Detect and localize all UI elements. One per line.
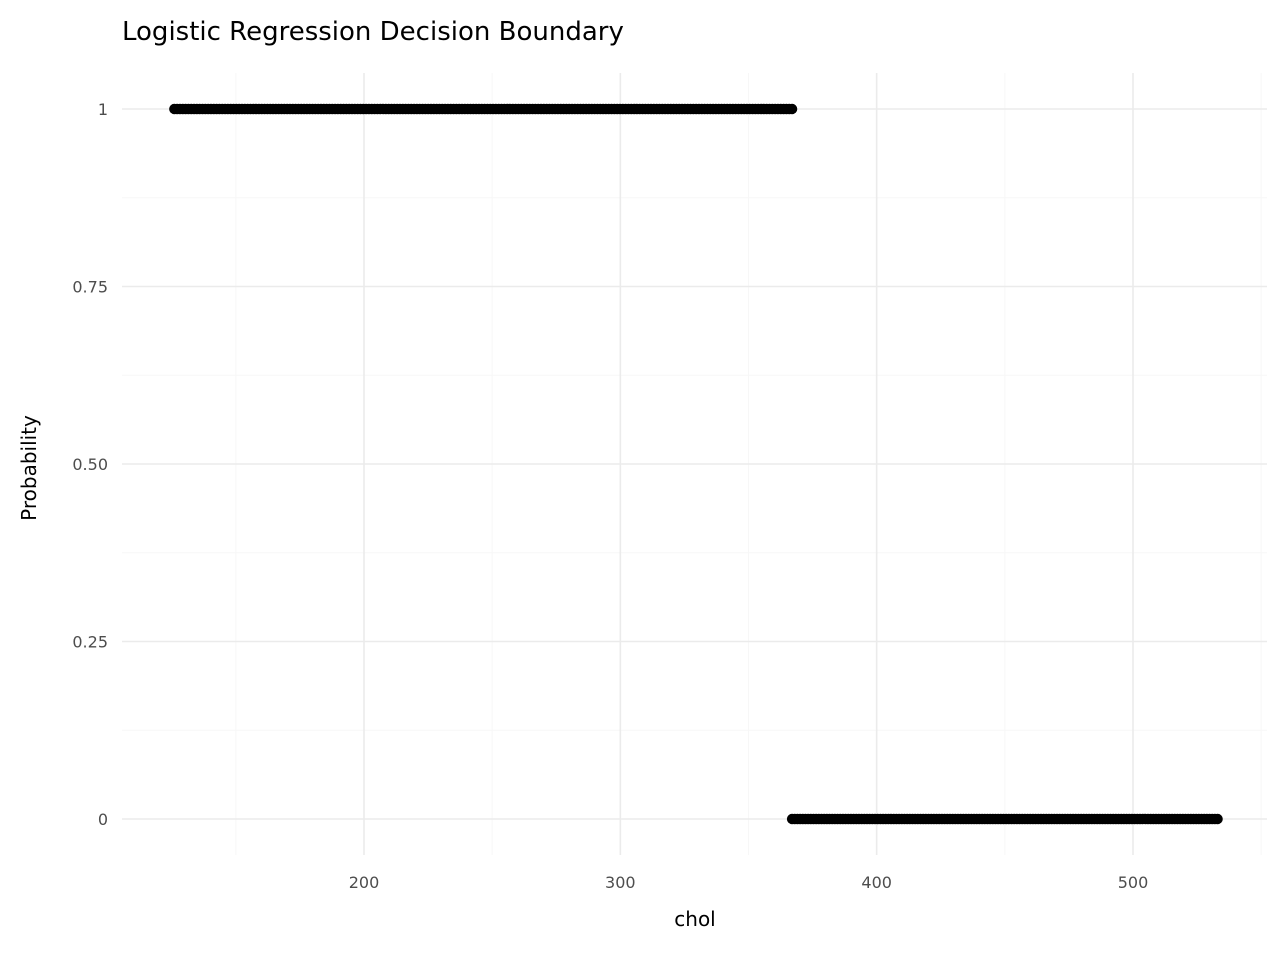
y-axis-label: Probability: [17, 415, 41, 521]
data-points: [169, 103, 1223, 825]
y-tick-label: 0.75: [72, 278, 108, 297]
chart-title: Logistic Regression Decision Boundary: [122, 17, 624, 47]
y-tick-label: 0.50: [72, 455, 108, 474]
y-tick-label: 0.25: [72, 633, 108, 652]
data-point: [1212, 813, 1223, 825]
data-point: [786, 103, 798, 115]
y-tick-label: 1: [98, 100, 108, 119]
x-tick-label: 200: [349, 873, 380, 892]
x-axis-ticks: 200 300 400 500: [349, 873, 1149, 892]
x-tick-label: 400: [861, 873, 892, 892]
gridlines: [122, 73, 1267, 855]
x-tick-label: 500: [1118, 873, 1149, 892]
y-tick-label: 0: [98, 810, 108, 829]
x-tick-label: 300: [605, 873, 636, 892]
x-axis-label: chol: [674, 907, 715, 931]
y-axis-ticks: 0 0.25 0.50 0.75 1: [72, 100, 108, 829]
